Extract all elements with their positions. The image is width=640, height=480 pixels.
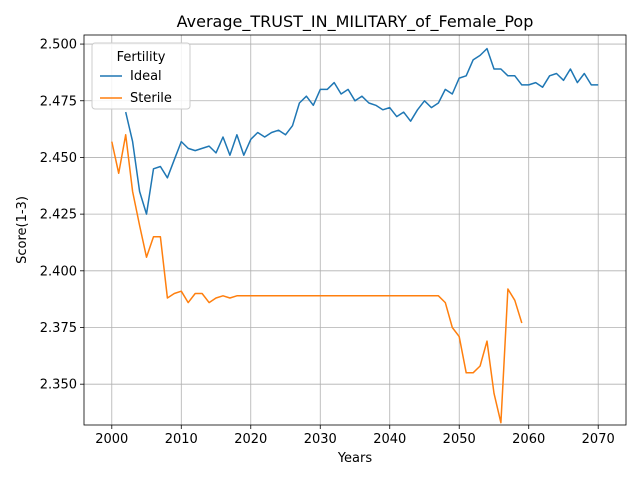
x-tick-label: 2070 [582, 432, 615, 447]
legend: Fertility Ideal Sterile [92, 43, 190, 109]
x-axis-title: Years [337, 451, 373, 466]
legend-label-sterile: Sterile [130, 91, 172, 106]
x-tick-label: 2010 [165, 432, 198, 447]
legend-label-ideal: Ideal [130, 69, 162, 84]
x-tick-label: 2020 [234, 432, 267, 447]
x-tick-label: 2040 [373, 432, 406, 447]
y-tick-label: 2.475 [40, 94, 77, 109]
legend-title: Fertility [117, 50, 166, 65]
y-tick-label: 2.350 [40, 378, 77, 393]
y-tick-label: 2.375 [40, 321, 77, 336]
y-axis-title: Score(1-3) [15, 196, 30, 264]
chart-title: Average_TRUST_IN_MILITARY_of_Female_Pop [177, 12, 534, 32]
y-tick-label: 2.450 [40, 151, 77, 166]
y-tick-label: 2.425 [40, 208, 77, 223]
y-tick-label: 2.400 [40, 264, 77, 279]
x-tick-label: 2050 [443, 432, 476, 447]
x-tick-label: 2060 [512, 432, 545, 447]
y-tick-label: 2.500 [40, 38, 77, 53]
x-tick-label: 2000 [95, 432, 128, 447]
x-tick-label: 2030 [304, 432, 337, 447]
